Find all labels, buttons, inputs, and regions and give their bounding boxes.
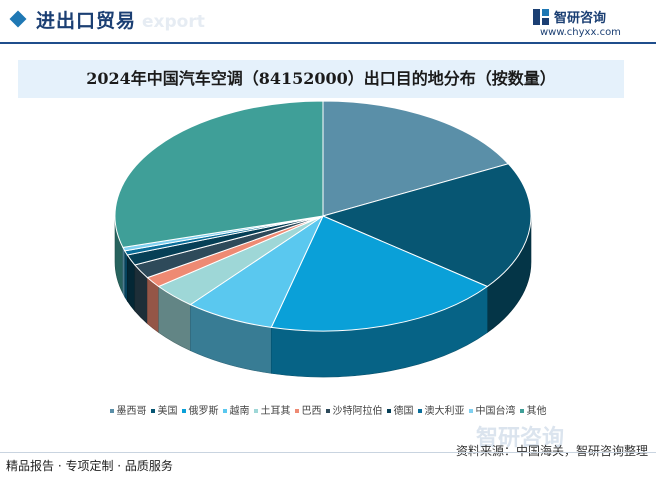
pie-slice-2 [321, 163, 532, 288]
legend-label: 土耳其 [260, 406, 291, 417]
brand-name: 智研咨询 [554, 11, 607, 26]
pie-slice-1 [322, 100, 510, 217]
legend-swatch [109, 409, 114, 413]
legend-swatch [150, 409, 155, 413]
legend-item: 土耳其 [253, 402, 291, 417]
brand-logo: 智研咨询 www.chyxx.com [532, 6, 642, 42]
legend-item: 越南 [222, 402, 250, 417]
legend-swatch [417, 409, 422, 413]
chart-legend: 墨西哥 美国 俄罗斯 越南 土耳其 巴西 沙特阿拉伯 德国 澳大利亚 中国台湾 其他 [0, 402, 656, 417]
legend-item: 德国 [386, 402, 414, 417]
legend-swatch [181, 409, 186, 413]
export-watermark: export [142, 12, 205, 32]
pie-slice-3 [270, 215, 489, 332]
chart-title: 2024年中国汽车空调（84152000）出口目的地分布（按数量） [86, 69, 556, 88]
legend-swatch [222, 409, 227, 413]
brand-logo-icon [533, 9, 549, 25]
legend-item: 墨西哥 [109, 402, 147, 417]
brand-url: www.chyxx.com [540, 27, 621, 38]
legend-item: 其他 [519, 402, 547, 417]
chart-title-band: 2024年中国汽车空调（84152000）出口目的地分布（按数量） [18, 60, 624, 98]
brand-watermark: 智研咨询 [476, 426, 565, 451]
header: export 进出口贸易 智研咨询 www.chyxx.com [0, 0, 656, 44]
legend-label: 澳大利亚 [424, 406, 465, 417]
source-note: 资料来源：中国海关，智研咨询整理 [455, 444, 648, 458]
pie-slice-11 [114, 100, 324, 248]
legend-item: 巴西 [294, 402, 322, 417]
legend-swatch [468, 409, 473, 413]
legend-swatch [519, 409, 524, 413]
legend-label: 俄罗斯 [188, 406, 219, 417]
legend-swatch [325, 409, 330, 413]
legend-label: 德国 [393, 406, 414, 417]
pie-chart [114, 100, 532, 378]
legend-label: 越南 [229, 406, 250, 417]
section-title: 进出口贸易 [36, 10, 137, 32]
legend-item: 澳大利亚 [417, 402, 465, 417]
legend-label: 美国 [157, 406, 178, 417]
footer-slogan: 精品报告 · 专项定制 · 品质服务 [6, 459, 173, 473]
footer-divider [0, 452, 656, 453]
legend-item: 美国 [150, 402, 178, 417]
legend-swatch [294, 409, 299, 413]
legend-label: 沙特阿拉伯 [332, 406, 383, 417]
pie-side-9 [124, 249, 128, 302]
legend-label: 中国台湾 [475, 406, 516, 417]
legend-label: 其他 [526, 406, 547, 417]
legend-item: 中国台湾 [468, 402, 516, 417]
legend-item: 俄罗斯 [181, 402, 219, 417]
legend-label: 巴西 [301, 406, 322, 417]
legend-label: 墨西哥 [116, 406, 147, 417]
legend-item: 沙特阿拉伯 [325, 402, 383, 417]
pie-top-faces [114, 100, 532, 332]
header-divider [0, 42, 656, 44]
legend-swatch [386, 409, 391, 413]
pie-side-walls [114, 215, 532, 378]
legend-swatch [253, 409, 258, 413]
